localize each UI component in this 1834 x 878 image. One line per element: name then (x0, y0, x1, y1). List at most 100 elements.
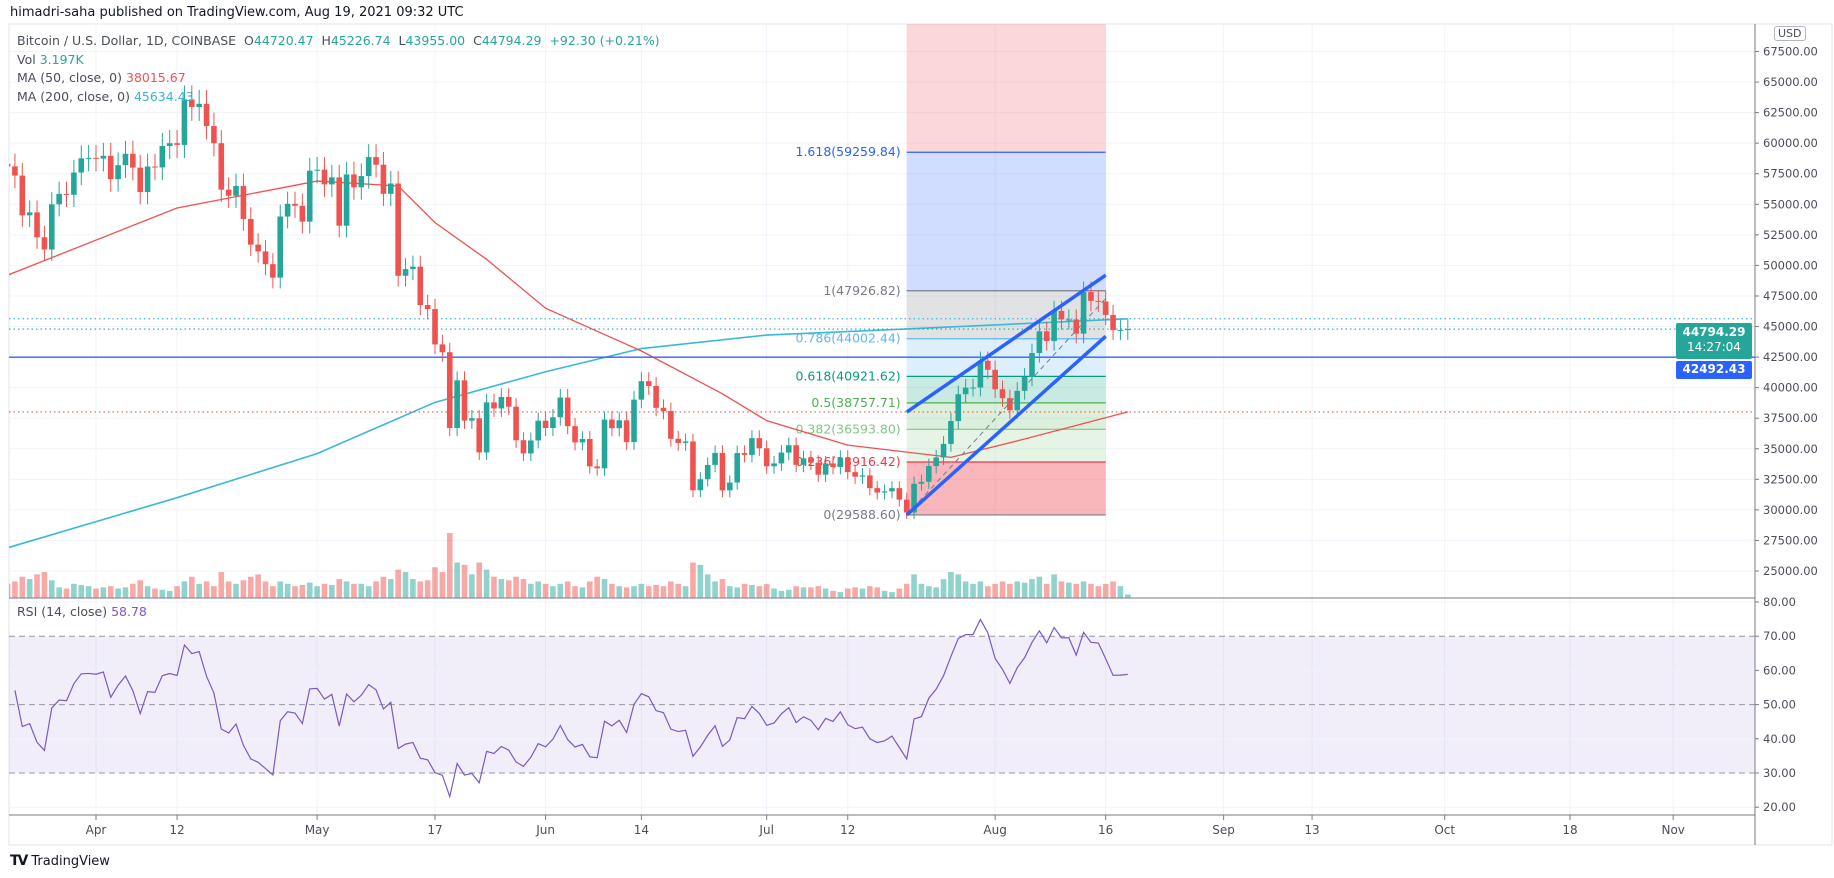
volume-bar (808, 587, 814, 598)
candle-body (63, 193, 70, 195)
candle-body (756, 438, 763, 449)
ma50-legend[interactable]: MA (50, close, 0) 38015.67 (17, 69, 660, 88)
candle-body (815, 462, 822, 475)
candle-body (211, 126, 217, 144)
candle-body (528, 440, 534, 454)
volume-bar (690, 562, 696, 598)
main-legend: Bitcoin / U.S. Dollar, 1D, COINBASE O447… (17, 32, 660, 106)
candle-body (1036, 331, 1043, 354)
candle-body (675, 438, 682, 443)
candle-body (321, 169, 328, 185)
volume-bar (889, 592, 895, 598)
fib-level-label: 1.618(59259.84) (796, 144, 901, 159)
candle-body (763, 448, 770, 467)
candle-body (365, 157, 372, 177)
ma50-label: MA (50, close, 0) (17, 70, 123, 85)
ma200-value: 45634.43 (133, 88, 194, 104)
volume-bar (48, 580, 55, 598)
volume-bar (727, 586, 733, 598)
volume-bar (586, 581, 593, 598)
time-axis-label: Aug (983, 823, 1006, 837)
ma50-value: 38015.67 (126, 70, 186, 85)
volume-bar (373, 581, 379, 598)
candle-body (505, 396, 512, 407)
volume-bar (166, 590, 173, 598)
volume-bar (712, 581, 718, 598)
candle-body (122, 153, 129, 166)
volume-bar (867, 586, 873, 598)
volume-bar (336, 579, 343, 598)
symbol-legend[interactable]: Bitcoin / U.S. Dollar, 1D, COINBASE O447… (17, 32, 660, 51)
fib-level-label: 0.382(36593.80) (796, 421, 901, 436)
volume-bar (785, 589, 792, 598)
low-label: L (398, 33, 406, 48)
volume-bar (211, 586, 217, 598)
candle-body (93, 157, 99, 159)
candle-body (137, 167, 144, 193)
fib-zone (906, 152, 1106, 291)
volume-bar (984, 586, 991, 598)
volume-bar (189, 576, 195, 598)
candle-body (1095, 300, 1102, 302)
candle-body (218, 143, 225, 190)
open-value: 44720.47 (253, 33, 314, 48)
volume-bar (122, 587, 129, 598)
price-axis-label: 47500.00 (1763, 289, 1818, 303)
volume-bar (93, 588, 99, 598)
fib-level-label: 0.786(44002.44) (796, 331, 901, 346)
volume-bar (380, 576, 387, 598)
volume-bar (756, 586, 763, 598)
volume-bar (85, 586, 92, 598)
ma200-legend[interactable]: MA (200, close, 0) 45634.43 (17, 88, 660, 107)
volume-bar (594, 576, 600, 598)
candle-body (329, 177, 335, 185)
candle-body (844, 457, 851, 473)
candle-body (491, 402, 497, 409)
time-axis-label: 17 (427, 823, 442, 837)
volume-bar (454, 562, 460, 598)
candle-body (859, 475, 866, 477)
volume-bar (284, 583, 291, 598)
price-axis-label: 45000.00 (1763, 320, 1818, 334)
volume-bar (446, 533, 453, 598)
candle-body (623, 420, 630, 443)
volume-bar (830, 590, 836, 598)
volume-bar (130, 583, 136, 598)
candle-body (594, 466, 600, 469)
candle-body (56, 193, 62, 205)
candle-body (852, 472, 858, 477)
volume-bar (277, 581, 284, 598)
volume-bar (1058, 581, 1065, 598)
candle-body (586, 439, 593, 467)
candle-body (115, 165, 121, 180)
candle-body (78, 158, 85, 173)
volume-bar (1125, 594, 1131, 598)
price-axis-label: 67500.00 (1763, 45, 1818, 59)
candle-body (778, 452, 785, 464)
rsi-legend[interactable]: RSI (14, close) 58.78 (17, 604, 147, 619)
candle-body (284, 203, 291, 217)
candle-body (41, 237, 48, 250)
volume-bar (314, 586, 320, 598)
volume-bar (609, 583, 615, 598)
footer-logo[interactable]: TV TradingView (10, 853, 110, 869)
volume-legend[interactable]: Vol 3.197K (17, 51, 660, 70)
candle-body (351, 174, 357, 188)
volume-bar (1110, 581, 1116, 598)
currency-button[interactable]: USD (1774, 26, 1806, 41)
price-axis-label: 62500.00 (1763, 106, 1818, 120)
candle-body (933, 457, 939, 467)
candle-body (299, 205, 306, 222)
candle-body (476, 418, 483, 453)
rsi-axis-label: 40.00 (1763, 732, 1796, 746)
volume-bar (697, 564, 704, 598)
candle-body (631, 399, 637, 443)
volume-bar (9, 583, 11, 598)
volume-bar (1051, 574, 1057, 598)
main-pane: 1.618(59259.84) 1(47926.82) 0.786(44002.44… (9, 24, 1755, 598)
volume-bar (505, 580, 512, 598)
candle-body (572, 426, 578, 443)
channel-upper-line (905, 273, 1107, 414)
candle-body (1021, 377, 1028, 391)
